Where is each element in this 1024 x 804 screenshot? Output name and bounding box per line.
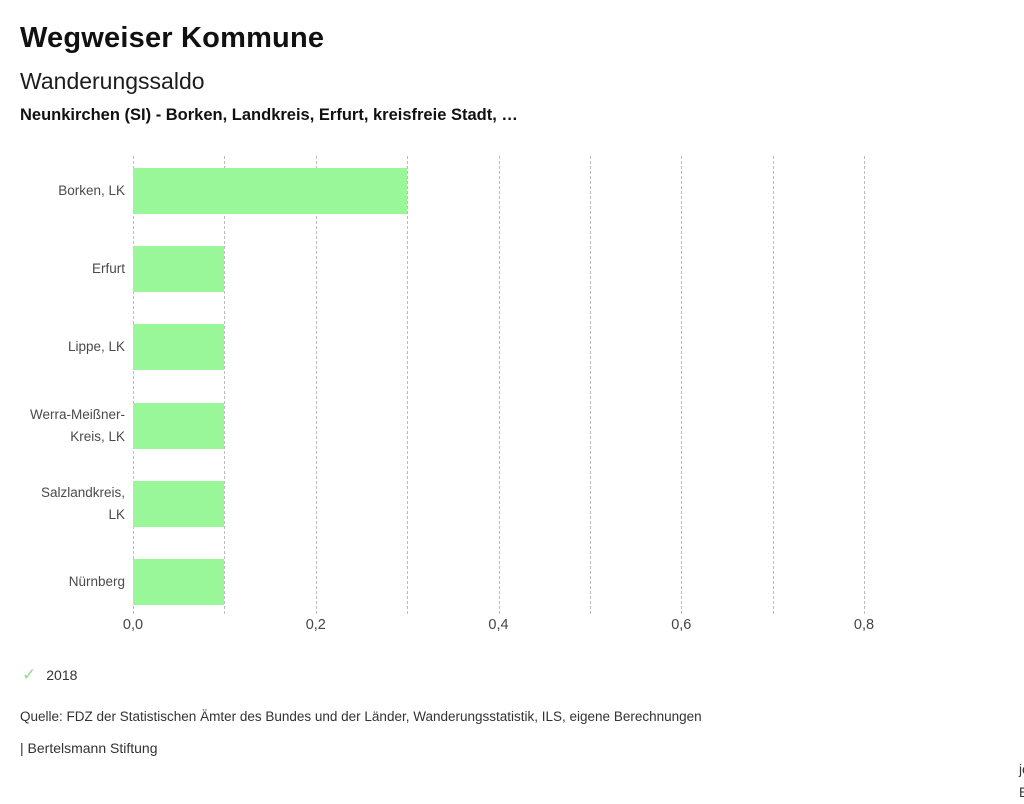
gridline: [864, 156, 865, 614]
chart-subtitle: Neunkirchen (SI) - Borken, Landkreis, Er…: [20, 106, 518, 125]
category-label: Salzlandkreis,LK: [0, 465, 125, 543]
horizontal-bar-chart: je 1.000 Einwohner:innen 0,00,20,40,60,8: [133, 156, 864, 614]
gridline: [499, 156, 500, 614]
gridline: [681, 156, 682, 614]
legend-item-2018[interactable]: ✓ 2018: [22, 666, 77, 684]
check-icon: ✓: [22, 666, 36, 684]
gridline: [133, 156, 134, 614]
source-text: Quelle: FDZ der Statistischen Ämter des …: [20, 709, 702, 724]
gridline: [407, 156, 408, 614]
bar-Erfurt: [133, 246, 224, 292]
attribution-text: | Bertelsmann Stiftung: [20, 740, 157, 756]
x-axis-unit-label: je 1.000 Einwohner:innen: [1019, 759, 1024, 804]
bar-Lippe, LK: [133, 324, 224, 370]
wegweiser-kommune-page: Wegweiser Kommune Wanderungssaldo Neunki…: [0, 0, 1024, 780]
page-title: Wegweiser Kommune: [20, 22, 324, 55]
legend-label: 2018: [46, 667, 77, 683]
gridline: [224, 156, 225, 614]
category-label: Nürnberg: [0, 543, 125, 621]
category-label: Borken, LK: [0, 152, 125, 230]
x-tick-label: 0,4: [488, 617, 508, 633]
bar-Nürnberg: [133, 559, 224, 605]
category-label: Lippe, LK: [0, 308, 125, 386]
x-tick-label: 0,6: [671, 617, 691, 633]
category-label: Erfurt: [0, 230, 125, 308]
bar-Borken, LK: [133, 168, 407, 214]
x-tick-label: 0,0: [123, 617, 143, 633]
gridline: [590, 156, 591, 614]
x-tick-label: 0,2: [306, 617, 326, 633]
x-axis-unit-line1: je 1.000: [1019, 759, 1024, 782]
chart-title: Wanderungssaldo: [20, 68, 205, 95]
legend: ✓ 2018: [22, 666, 77, 684]
bar-Werra-Meißner-Kreis, LK: [133, 403, 224, 449]
gridline: [773, 156, 774, 614]
x-tick-label: 0,8: [854, 617, 874, 633]
bar-Salzlandkreis, LK: [133, 481, 224, 527]
category-label: Werra-Meißner-Kreis, LK: [0, 387, 125, 465]
x-axis-unit-line2: Einwohner:innen: [1019, 782, 1024, 804]
gridline: [316, 156, 317, 614]
